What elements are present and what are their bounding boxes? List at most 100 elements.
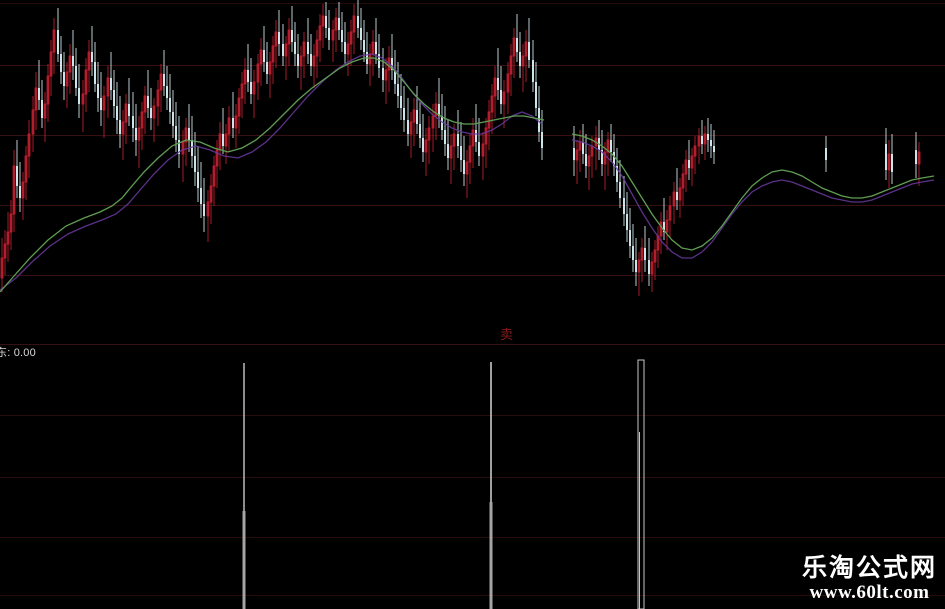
candlestick xyxy=(471,118,475,168)
candlestick xyxy=(84,58,88,112)
candlestick xyxy=(163,50,165,96)
candlestick xyxy=(46,64,50,122)
candlestick xyxy=(310,34,312,76)
candlestick xyxy=(312,44,316,88)
candlestick xyxy=(297,34,299,78)
candlestick xyxy=(291,6,293,52)
watermark-url: www.60lt.com xyxy=(809,581,930,603)
candlestick xyxy=(24,146,28,200)
candlestick xyxy=(307,18,309,64)
candlestick xyxy=(509,44,513,96)
candlestick xyxy=(344,22,346,64)
candlestick xyxy=(444,106,446,156)
candlestick xyxy=(475,104,477,152)
candlestick xyxy=(541,110,543,160)
candlestick xyxy=(693,136,697,174)
candlestick xyxy=(41,80,43,128)
candlestick xyxy=(150,88,152,130)
candlestick xyxy=(368,44,372,86)
candlestick xyxy=(434,92,438,140)
candlestick xyxy=(419,102,421,148)
price-chart-panel[interactable] xyxy=(0,0,945,332)
candlestick xyxy=(490,84,494,134)
candlestick xyxy=(12,150,16,232)
candlestick xyxy=(338,2,340,40)
candlestick xyxy=(325,2,327,38)
candlestick xyxy=(49,40,53,96)
candlestick xyxy=(200,162,202,218)
candlestick xyxy=(484,118,488,168)
candlestick xyxy=(360,8,362,50)
candlestick xyxy=(468,134,472,184)
candlestick xyxy=(135,104,137,156)
candlestick xyxy=(328,10,330,50)
candlestick xyxy=(34,72,38,130)
watermark: 乐淘公式网 www.60lt.com xyxy=(802,553,937,603)
candlestick xyxy=(637,252,641,296)
candlestick xyxy=(212,156,216,206)
candlestick xyxy=(532,40,534,92)
ma-line-purple xyxy=(571,139,935,259)
candlestick xyxy=(626,192,628,242)
candlestick xyxy=(500,66,502,114)
candlestick xyxy=(391,34,393,80)
candlestick xyxy=(409,112,413,158)
candlestick xyxy=(302,32,306,78)
gridline xyxy=(0,477,945,478)
candlestick xyxy=(284,36,288,80)
candlestick xyxy=(6,212,10,262)
candlestick xyxy=(915,132,917,178)
candlestick xyxy=(81,80,85,132)
candlestick xyxy=(366,32,368,74)
candlestick xyxy=(106,66,110,118)
candlestick xyxy=(27,120,31,178)
candlestick xyxy=(632,224,634,272)
candlestick xyxy=(710,124,712,158)
candlestick xyxy=(334,8,338,52)
candlestick xyxy=(653,240,657,280)
candlestick xyxy=(91,26,93,76)
gridline xyxy=(0,344,945,345)
candlestick xyxy=(701,120,703,154)
candlestick xyxy=(218,122,222,170)
candlestick xyxy=(601,130,603,176)
candlestick xyxy=(100,72,102,126)
candlestick xyxy=(128,78,130,126)
candlestick xyxy=(315,30,319,78)
gridline xyxy=(0,595,945,596)
volume-indicator-panel[interactable] xyxy=(0,332,945,609)
candlestick xyxy=(371,30,375,76)
candlestick-series xyxy=(0,0,935,296)
candlestick xyxy=(268,52,272,98)
candlestick xyxy=(341,12,343,52)
candlestick xyxy=(521,44,525,92)
candlestick xyxy=(629,208,631,258)
candlestick xyxy=(172,90,174,138)
candlestick xyxy=(159,64,163,112)
candlestick xyxy=(259,38,263,86)
candlestick xyxy=(282,24,284,66)
candlestick xyxy=(424,128,428,176)
candlestick xyxy=(227,106,231,152)
candlestick xyxy=(497,48,499,100)
candlestick xyxy=(610,124,612,162)
candlestick xyxy=(412,98,416,146)
candlestick xyxy=(94,42,96,92)
candlestick xyxy=(375,18,377,64)
candlestick xyxy=(524,30,528,82)
candlestick xyxy=(232,92,234,138)
candlestick xyxy=(606,132,610,176)
candlestick xyxy=(917,142,921,186)
candlestick xyxy=(891,134,893,184)
candlestick xyxy=(603,142,607,190)
candlestick xyxy=(75,48,77,96)
candlestick xyxy=(487,100,491,150)
candlestick xyxy=(349,20,353,66)
candlestick xyxy=(465,150,469,198)
candlestick xyxy=(678,178,682,218)
candlestick xyxy=(416,86,418,134)
candlestick xyxy=(3,230,7,275)
candlestick xyxy=(16,140,18,198)
candlestick xyxy=(378,34,380,78)
